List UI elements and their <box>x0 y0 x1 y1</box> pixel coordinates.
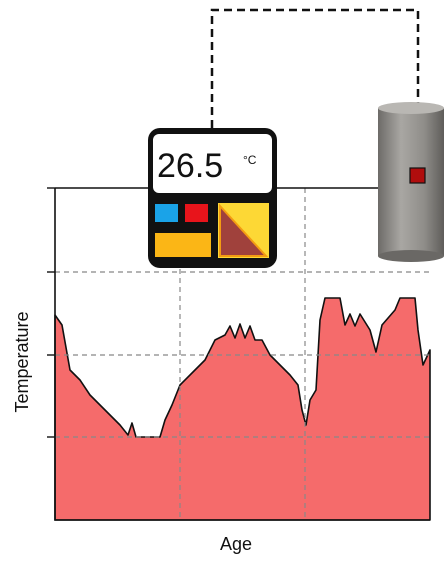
plot <box>47 187 431 521</box>
cable <box>210 8 420 172</box>
sensor <box>409 167 426 184</box>
unit: °C <box>243 153 257 167</box>
reading: 26.5 <box>157 147 223 185</box>
axes-lines <box>54 188 430 521</box>
temperature-area <box>54 297 431 521</box>
y-axis-label: Temperature <box>12 311 32 412</box>
concrete-specimen <box>378 102 444 262</box>
logger-device: 26.5 °C <box>148 128 277 268</box>
x-axis-label: Age <box>220 534 252 554</box>
